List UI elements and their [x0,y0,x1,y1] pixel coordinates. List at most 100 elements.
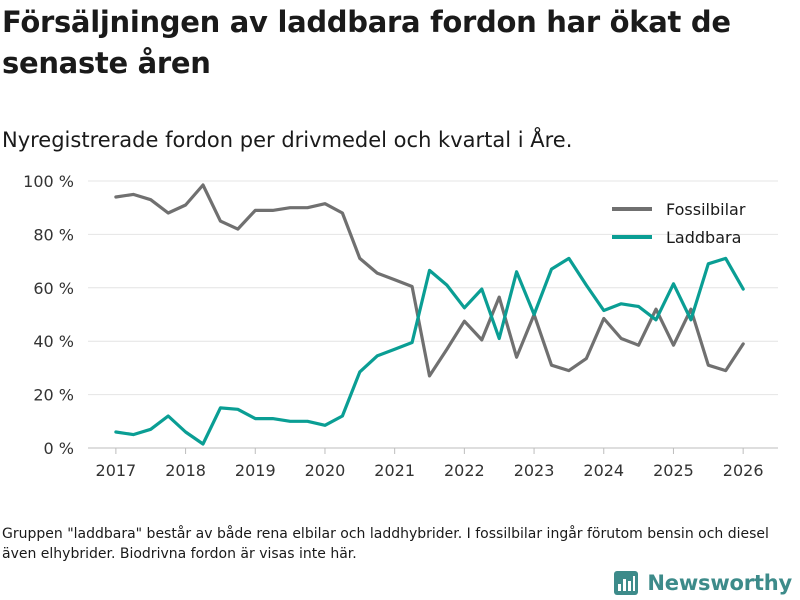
data-point [184,431,187,434]
data-point [515,270,518,273]
data-point [114,431,117,434]
data-point [428,375,431,378]
footnote: Gruppen "laddbara" består av både rena e… [2,526,769,562]
y-tick-label: 60 % [33,279,74,298]
x-tick-label: 2020 [305,461,346,480]
grid-layer [88,180,778,449]
data-point [515,356,518,359]
data-point [219,407,222,410]
data-point [358,371,361,374]
x-tick-label: 2025 [653,461,694,480]
series-layer [114,183,745,446]
data-point [498,296,501,299]
data-point [463,320,466,323]
data-point [376,272,379,275]
y-tick-label: 40 % [33,332,74,351]
x-tick-label: 2019 [235,461,276,480]
data-point [202,184,205,187]
data-point [202,443,205,446]
data-point [254,209,257,212]
data-point [602,309,605,312]
data-point [533,313,536,316]
x-tick-label: 2018 [165,461,206,480]
data-point [376,354,379,357]
x-tick-label: 2024 [583,461,624,480]
data-point [236,228,239,231]
data-point [411,341,414,344]
data-point [167,212,170,215]
data-point [132,433,135,436]
data-point [324,424,327,427]
data-point [568,257,571,260]
chart-title: Försäljningen av laddbara fordon har öka… [2,5,731,80]
legend: Fossilbilar Laddbara [612,200,746,247]
series-line-fossilbilar [114,183,745,378]
data-point [550,268,553,271]
data-point [620,302,623,305]
x-tick-label: 2021 [374,461,415,480]
legend-label: Laddbara [666,228,741,247]
axis-layer: 0 % 20 % 40 % 60 % 80 % 100 % 2017 2018 2019 2020… [23,172,763,480]
data-point [742,342,745,345]
data-point [637,305,640,308]
data-point [446,348,449,351]
data-point [289,206,292,209]
y-tick-label: 80 % [33,225,74,244]
data-point [672,344,675,347]
data-point [707,364,710,367]
data-point [672,282,675,285]
data-point [341,415,344,418]
data-point [114,196,117,199]
data-point [550,364,553,367]
data-point [480,338,483,341]
y-tick-label: 0 % [44,439,74,458]
data-point [254,417,257,420]
x-tick-label: 2023 [514,461,555,480]
data-point [428,269,431,272]
data-point [149,428,152,431]
data-point [689,318,692,321]
data-point [568,369,571,372]
x-tick-label: 2026 [723,461,764,480]
data-point [289,420,292,423]
data-point [689,308,692,311]
data-point [324,202,327,205]
data-point [358,257,361,260]
data-point [655,308,658,311]
data-point [393,348,396,351]
legend-label: Fossilbilar [666,200,746,219]
chart-subtitle: Nyregistrerade fordon per drivmedel och … [2,128,573,152]
brand-logo[interactable]: Newsworthy [613,567,792,599]
data-point [463,306,466,309]
data-point [655,318,658,321]
data-point [219,220,222,223]
data-point [742,288,745,291]
data-point [236,408,239,411]
data-point [585,357,588,360]
brand-name: Newsworthy [647,571,792,595]
line-chart: 0 % 20 % 40 % 60 % 80 % 100 % 2017 2018 2019 2020… [23,172,778,480]
data-point [271,417,274,420]
y-tick-label: 20 % [33,386,74,405]
data-point [393,278,396,281]
data-point [724,257,727,260]
data-point [306,420,309,423]
data-point [149,198,152,201]
data-point [602,317,605,320]
x-tick-label: 2022 [444,461,485,480]
data-point [411,285,414,288]
data-point [498,337,501,340]
data-point [707,262,710,265]
data-point [620,337,623,340]
bar-chart-icon [614,571,639,595]
data-point [306,206,309,209]
data-point [724,369,727,372]
data-point [585,284,588,287]
data-point [271,209,274,212]
data-point [637,344,640,347]
y-tick-label: 100 % [23,172,74,191]
data-point [132,193,135,196]
data-point [167,415,170,418]
data-point [341,212,344,215]
x-tick-label: 2017 [96,461,137,480]
